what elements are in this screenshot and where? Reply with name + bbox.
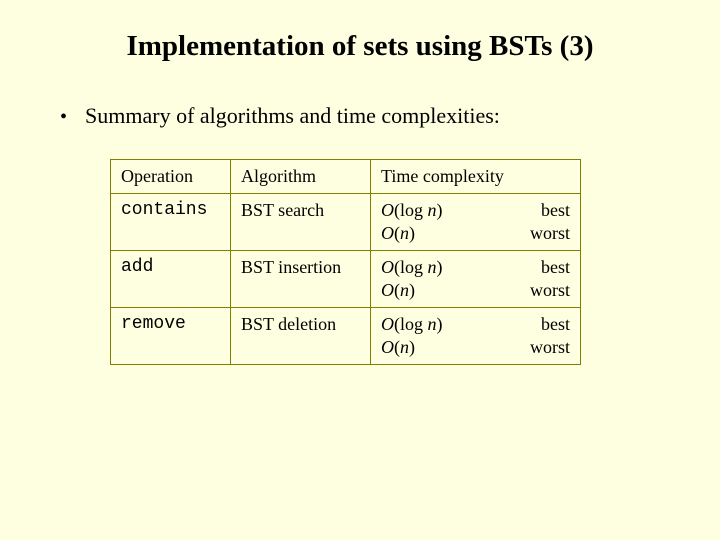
bullet-text: Summary of algorithms and time complexit… xyxy=(85,103,500,129)
tc-worst-line: O(n)worst xyxy=(381,223,570,244)
tc-worst-line: O(n)worst xyxy=(381,337,570,358)
tc-best-line: O(log n)best xyxy=(381,200,570,221)
tc-best-line: O(log n)best xyxy=(381,314,570,335)
bullet-dot-icon: • xyxy=(60,106,67,129)
header-algorithm: Algorithm xyxy=(231,160,371,194)
cell-time-complexity: O(log n)bestO(n)worst xyxy=(371,251,581,308)
cell-algorithm: BST deletion xyxy=(231,308,371,365)
cell-algorithm: BST search xyxy=(231,194,371,251)
cell-time-complexity: O(log n)bestO(n)worst xyxy=(371,308,581,365)
complexity-table: Operation Algorithm Time complexity cont… xyxy=(110,159,581,365)
header-time-complexity: Time complexity xyxy=(371,160,581,194)
cell-algorithm: BST insertion xyxy=(231,251,371,308)
bullet-item: • Summary of algorithms and time complex… xyxy=(60,103,680,129)
tc-worst-line: O(n)worst xyxy=(381,280,570,301)
table-row: addBST insertionO(log n)bestO(n)worst xyxy=(111,251,581,308)
header-operation: Operation xyxy=(111,160,231,194)
table-row: containsBST searchO(log n)bestO(n)worst xyxy=(111,194,581,251)
table-row: removeBST deletionO(log n)bestO(n)worst xyxy=(111,308,581,365)
table-header-row: Operation Algorithm Time complexity xyxy=(111,160,581,194)
cell-operation: contains xyxy=(111,194,231,251)
cell-operation: remove xyxy=(111,308,231,365)
cell-time-complexity: O(log n)bestO(n)worst xyxy=(371,194,581,251)
slide-title: Implementation of sets using BSTs (3) xyxy=(40,30,680,63)
tc-best-line: O(log n)best xyxy=(381,257,570,278)
cell-operation: add xyxy=(111,251,231,308)
